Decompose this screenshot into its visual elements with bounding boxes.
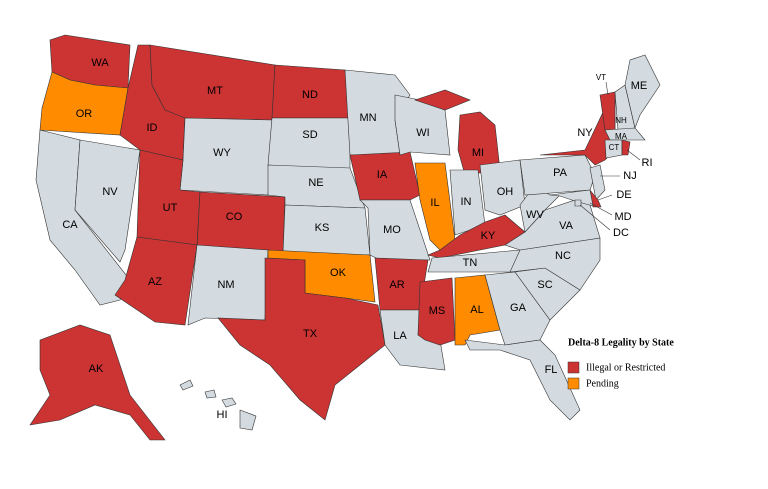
state-shape <box>414 89 471 111</box>
state-label: KY <box>481 230 496 242</box>
state-label: IL <box>430 197 439 209</box>
state-label: CA <box>62 219 78 231</box>
state-label: TX <box>303 328 318 340</box>
state-label: MD <box>614 211 631 223</box>
state-shape <box>179 117 273 196</box>
state-label: DC <box>613 227 629 239</box>
state-shape <box>479 159 526 216</box>
state-shape <box>29 324 166 441</box>
state-label: WY <box>213 147 231 159</box>
state-shape <box>267 117 351 171</box>
state-shape <box>196 191 286 256</box>
state-label: IA <box>377 169 388 181</box>
state-label: FL <box>545 364 558 376</box>
state-label: VT <box>596 73 606 82</box>
state-label: ID <box>147 122 158 134</box>
leader-line <box>626 149 641 161</box>
state-label: UT <box>163 202 178 214</box>
state-shape <box>204 389 217 399</box>
state-label: MI <box>472 147 484 159</box>
state-label: NH <box>615 116 627 125</box>
state-label: AR <box>389 279 404 291</box>
state-shape <box>179 379 194 391</box>
state-shape <box>221 397 237 408</box>
state-label: SC <box>537 279 552 291</box>
state-label: WA <box>91 57 109 69</box>
states <box>29 34 661 441</box>
leader-line <box>605 81 609 96</box>
state-label: AZ <box>148 276 162 288</box>
state-label: MT <box>207 85 223 97</box>
leader-line <box>597 194 613 201</box>
state-shape <box>149 44 276 121</box>
state-label: HI <box>217 409 228 421</box>
state-label: DE <box>616 189 631 201</box>
state-label: AK <box>89 363 104 375</box>
state-label: NE <box>308 177 323 189</box>
state-label: NM <box>217 279 234 291</box>
leader-line <box>589 202 613 216</box>
state-label: GA <box>510 302 527 314</box>
state-label: NV <box>102 186 118 198</box>
state-shape <box>417 277 456 346</box>
state-label: RI <box>642 157 653 169</box>
state-label: ME <box>631 80 648 92</box>
legend: Delta-8 Legality by State Illegal or Res… <box>567 337 674 390</box>
state-shape <box>239 409 257 431</box>
state-labels: WA OR CA NV ID MT WY UT AZ CO NM ND SD NE KS OK TX MN IA MO… <box>62 57 652 421</box>
state-label: MN <box>359 112 376 124</box>
state-shape <box>604 127 646 141</box>
state-shape <box>74 139 141 263</box>
state-label: LA <box>393 330 407 342</box>
state-label: SD <box>302 129 317 141</box>
state-label: MS <box>429 305 446 317</box>
state-label: OH <box>497 186 514 198</box>
legend-title: Delta-8 Legality by State <box>568 337 674 348</box>
state-shape <box>427 214 526 259</box>
state-label: NJ <box>623 170 636 182</box>
state-label: OR <box>76 108 93 120</box>
state-label: IN <box>461 196 472 208</box>
state-label: NY <box>577 127 593 139</box>
state-label: AL <box>470 304 483 316</box>
state-label: NC <box>555 250 571 262</box>
legend-swatch <box>567 361 580 374</box>
state-label: MA <box>615 132 628 141</box>
state-label: OK <box>330 267 347 279</box>
state-label: VA <box>559 220 574 232</box>
state-label: PA <box>553 167 568 179</box>
state-shape <box>589 164 606 201</box>
state-label: WV <box>526 209 544 221</box>
state-label: KS <box>315 222 330 234</box>
state-shape <box>217 257 386 421</box>
state-label: TN <box>463 257 478 269</box>
state-shape <box>621 139 631 156</box>
legend-swatch <box>567 377 580 390</box>
state-shape <box>464 339 581 421</box>
state-label: CO <box>226 211 243 223</box>
state-label: ND <box>302 89 318 101</box>
leader-line <box>579 204 611 231</box>
legend-label: Pending <box>586 378 619 389</box>
state-shape <box>549 189 594 207</box>
state-shape <box>114 236 198 326</box>
legend-label: Illegal or Restricted <box>586 362 665 373</box>
state-label: MO <box>383 224 401 236</box>
state-label: CT <box>609 143 620 152</box>
state-label: WI <box>416 127 429 139</box>
